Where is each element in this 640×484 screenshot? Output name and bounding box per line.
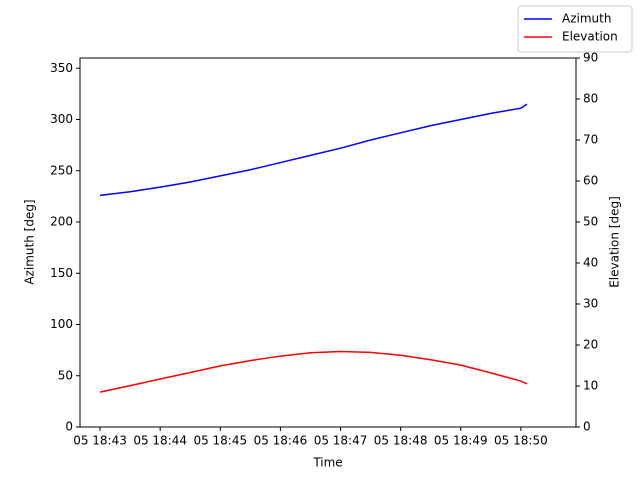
y-tick-label: 50 — [58, 368, 73, 382]
y-tick-label: 150 — [50, 266, 73, 280]
y-tick-label: 350 — [50, 61, 73, 75]
y2-tick-label: 30 — [583, 297, 598, 311]
legend-label: Elevation — [562, 30, 618, 44]
legend-box — [517, 5, 633, 53]
y-tick-label: 250 — [50, 163, 73, 177]
y2-tick-label: 40 — [583, 256, 598, 270]
plot-frame — [79, 57, 577, 428]
data-line — [99, 103, 528, 197]
y2-axis-label: Elevation [deg] — [608, 196, 622, 288]
y-tick-label: 0 — [65, 420, 73, 434]
x-tick-label: 05 18:47 — [314, 434, 368, 448]
y2-tick-label: 70 — [583, 133, 598, 147]
x-tick-label: 05 18:45 — [193, 434, 247, 448]
legend-label: Azimuth — [562, 12, 611, 26]
x-tick-label: 05 18:48 — [374, 434, 428, 448]
x-tick-label: 05 18:44 — [133, 434, 187, 448]
y2-tick-label: 0 — [583, 420, 591, 434]
y-tick-label: 200 — [50, 215, 73, 229]
y-tick-label: 100 — [50, 317, 73, 331]
y2-tick-label: 90 — [583, 51, 598, 65]
x-axis-label: Time — [312, 456, 342, 470]
x-tick-label: 05 18:50 — [494, 434, 548, 448]
y2-tick-label: 80 — [583, 92, 598, 106]
y2-tick-label: 20 — [583, 338, 598, 352]
data-line — [99, 350, 528, 393]
y2-tick-label: 60 — [583, 174, 598, 188]
y-tick-label: 300 — [50, 112, 73, 126]
y2-tick-label: 50 — [583, 215, 598, 229]
y2-tick-label: 10 — [583, 379, 598, 393]
x-tick-label: 05 18:49 — [434, 434, 488, 448]
x-tick-label: 05 18:46 — [254, 434, 308, 448]
x-tick-label: 05 18:43 — [73, 434, 127, 448]
y-axis-label: Azimuth [deg] — [23, 199, 37, 284]
